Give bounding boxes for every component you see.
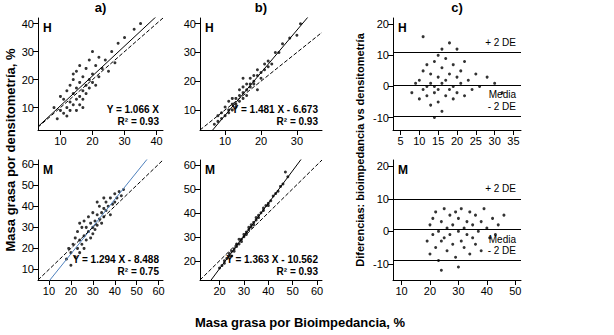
svg-text:5: 5 xyxy=(397,135,403,147)
svg-text:30: 30 xyxy=(452,285,464,297)
svg-text:50: 50 xyxy=(22,179,34,191)
svg-text:10: 10 xyxy=(22,102,34,114)
svg-text:40: 40 xyxy=(184,207,196,219)
svg-text:H: H xyxy=(43,21,52,35)
svg-text:- 2 DE: - 2 DE xyxy=(488,245,517,256)
svg-text:30: 30 xyxy=(22,46,34,58)
svg-text:30: 30 xyxy=(87,285,99,297)
svg-text:20: 20 xyxy=(451,135,463,147)
svg-text:Media: Media xyxy=(489,234,517,245)
svg-text:10: 10 xyxy=(395,285,407,297)
svg-text:30: 30 xyxy=(238,285,250,297)
svg-text:50: 50 xyxy=(509,285,521,297)
svg-text:Media: Media xyxy=(489,89,517,100)
svg-text:30: 30 xyxy=(184,231,196,243)
svg-text:Masa grasa por densitometría,: Masa grasa por densitometría, % xyxy=(3,48,18,251)
svg-text:-10: -10 xyxy=(373,112,389,124)
svg-text:+ 2 DE: + 2 DE xyxy=(485,183,516,194)
svg-text:R² = 0.93: R² = 0.93 xyxy=(277,116,319,127)
svg-text:b): b) xyxy=(255,0,267,15)
svg-text:10: 10 xyxy=(54,135,66,147)
svg-text:Y = 1.066 X: Y = 1.066 X xyxy=(107,104,160,115)
svg-text:10: 10 xyxy=(413,135,425,147)
svg-text:10: 10 xyxy=(377,49,389,61)
svg-text:60: 60 xyxy=(22,158,34,170)
svg-text:20: 20 xyxy=(424,285,436,297)
svg-text:30: 30 xyxy=(184,46,196,58)
svg-text:R² = 0.93: R² = 0.93 xyxy=(118,116,160,127)
svg-text:20: 20 xyxy=(86,135,98,147)
svg-text:M: M xyxy=(43,163,53,177)
svg-text:10: 10 xyxy=(377,193,389,205)
svg-text:20: 20 xyxy=(22,74,34,86)
svg-text:50: 50 xyxy=(184,183,196,195)
svg-text:20: 20 xyxy=(377,160,389,172)
svg-text:40: 40 xyxy=(184,18,196,30)
svg-text:M: M xyxy=(205,163,215,177)
svg-text:20: 20 xyxy=(377,18,389,30)
svg-text:20: 20 xyxy=(22,242,34,254)
svg-text:30: 30 xyxy=(22,221,34,233)
svg-text:15: 15 xyxy=(432,135,444,147)
svg-text:60: 60 xyxy=(311,285,323,297)
svg-text:R² = 0.93: R² = 0.93 xyxy=(277,266,319,277)
svg-text:0: 0 xyxy=(383,80,389,92)
svg-text:20: 20 xyxy=(65,285,77,297)
svg-text:40: 40 xyxy=(262,285,274,297)
svg-text:40: 40 xyxy=(22,18,34,30)
svg-text:60: 60 xyxy=(152,285,164,297)
svg-text:a): a) xyxy=(95,0,107,15)
svg-text:Y = 1.363 X - 10.562: Y = 1.363 X - 10.562 xyxy=(226,254,318,265)
svg-text:+ 2 DE: + 2 DE xyxy=(485,37,516,48)
svg-text:20: 20 xyxy=(213,285,225,297)
svg-text:10: 10 xyxy=(219,135,231,147)
svg-text:Y = 1.294 X - 8.488: Y = 1.294 X - 8.488 xyxy=(73,254,160,265)
svg-text:H: H xyxy=(205,21,214,35)
svg-text:25: 25 xyxy=(470,135,482,147)
svg-text:Masa grasa por Bioimpedancia,: Masa grasa por Bioimpedancia, % xyxy=(195,315,406,330)
svg-text:R² = 0.75: R² = 0.75 xyxy=(118,266,160,277)
svg-text:20: 20 xyxy=(184,255,196,267)
svg-text:40: 40 xyxy=(481,285,493,297)
svg-text:c): c) xyxy=(451,0,463,15)
svg-text:20: 20 xyxy=(184,75,196,87)
svg-text:10: 10 xyxy=(43,285,55,297)
svg-text:20: 20 xyxy=(255,135,267,147)
svg-text:50: 50 xyxy=(131,285,143,297)
svg-text:Diferencias: bioimpedancia vs: Diferencias: bioimpedancia vs densitomet… xyxy=(354,32,366,266)
svg-text:Y = 1.481 X - 6.673: Y = 1.481 X - 6.673 xyxy=(232,104,319,115)
svg-text:50: 50 xyxy=(287,285,299,297)
svg-text:10: 10 xyxy=(22,263,34,275)
svg-text:H: H xyxy=(398,21,407,35)
svg-text:40: 40 xyxy=(109,285,121,297)
svg-text:10: 10 xyxy=(184,104,196,116)
svg-text:-10: -10 xyxy=(373,258,389,270)
svg-text:M: M xyxy=(398,163,408,177)
svg-text:30: 30 xyxy=(118,135,130,147)
svg-text:40: 40 xyxy=(150,135,162,147)
svg-text:60: 60 xyxy=(184,159,196,171)
svg-text:40: 40 xyxy=(22,200,34,212)
svg-text:0: 0 xyxy=(383,225,389,237)
svg-text:30: 30 xyxy=(489,135,501,147)
svg-text:35: 35 xyxy=(507,135,519,147)
svg-text:- 2 DE: - 2 DE xyxy=(488,101,517,112)
svg-text:30: 30 xyxy=(291,135,303,147)
